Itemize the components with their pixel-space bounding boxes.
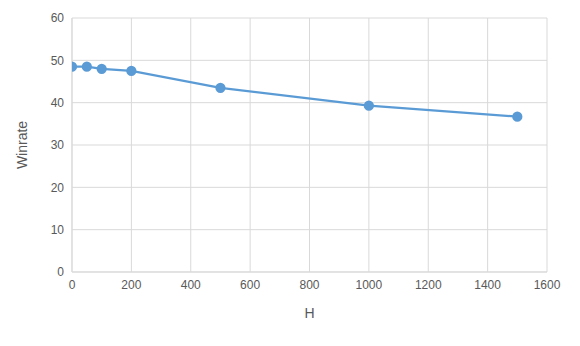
svg-text:10: 10 [51, 223, 65, 237]
svg-text:Winrate: Winrate [14, 121, 30, 169]
svg-text:200: 200 [121, 278, 141, 292]
svg-text:50: 50 [51, 54, 65, 68]
svg-text:0: 0 [69, 278, 76, 292]
svg-text:1000: 1000 [356, 278, 383, 292]
svg-text:30: 30 [51, 138, 65, 152]
svg-text:600: 600 [240, 278, 260, 292]
svg-text:400: 400 [181, 278, 201, 292]
svg-text:40: 40 [51, 96, 65, 110]
svg-text:800: 800 [299, 278, 319, 292]
svg-text:1600: 1600 [534, 278, 561, 292]
svg-text:20: 20 [51, 181, 65, 195]
svg-text:H: H [304, 305, 314, 321]
svg-text:1200: 1200 [415, 278, 442, 292]
svg-text:0: 0 [57, 265, 64, 279]
svg-text:1400: 1400 [474, 278, 501, 292]
svg-text:60: 60 [51, 11, 65, 25]
